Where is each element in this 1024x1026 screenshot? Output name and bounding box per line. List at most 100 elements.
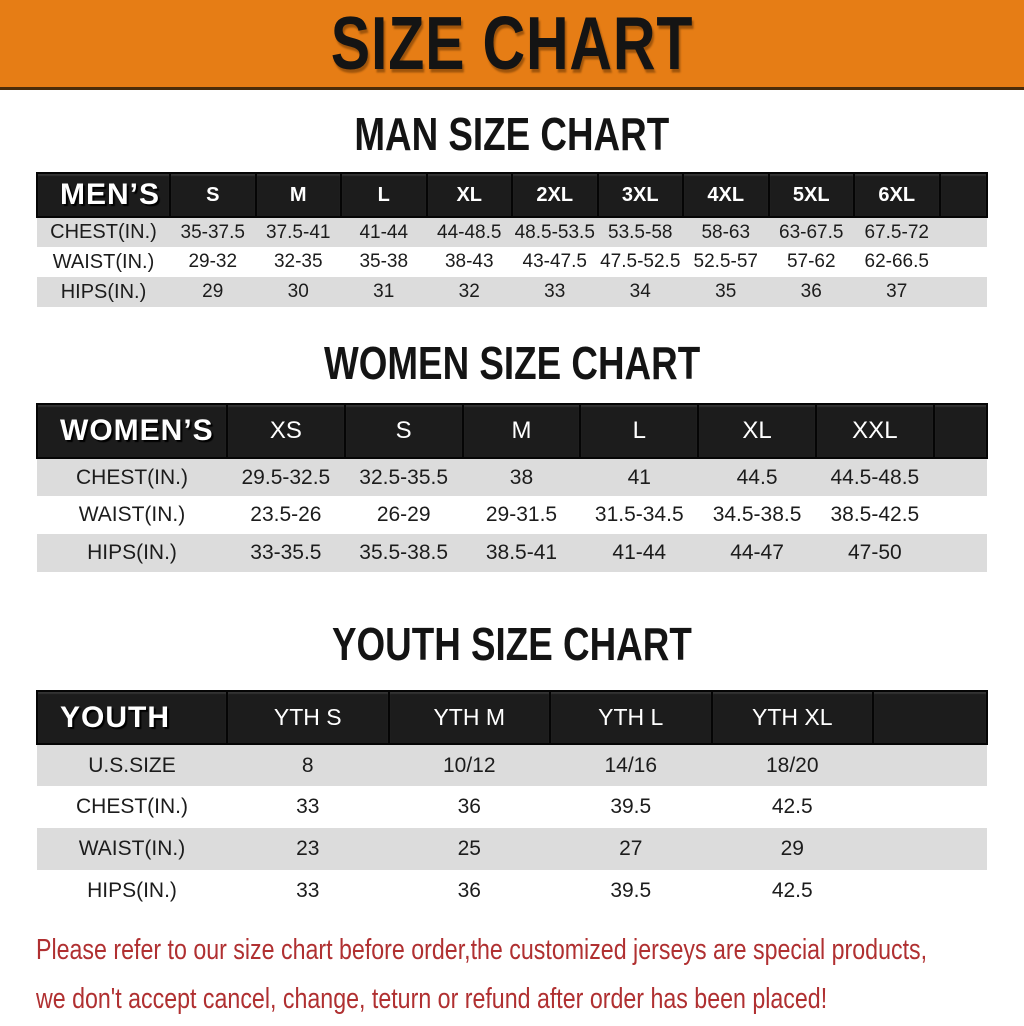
size-column-header: S <box>343 403 464 459</box>
measurement-value: 29 <box>202 281 224 302</box>
measurement-row: CHEST(IN.) 29.5-32.5 32.5-35.5 38 41 44.5 44.5… <box>37 458 987 496</box>
measurement-value: 36 <box>457 795 481 818</box>
measurement-label: HIPS(IN.) <box>60 280 147 303</box>
measurement-value: 32.5-35.5 <box>359 465 449 489</box>
notice-line: Please refer to our size chart before or… <box>36 928 988 977</box>
measurement-value: 37 <box>886 281 908 302</box>
measurement-value: 25 <box>457 837 481 860</box>
measurement-label: WAIST(IN.) <box>78 837 186 860</box>
measurement-value: 42.5 <box>771 879 813 902</box>
row-spacer <box>873 786 987 828</box>
size-column-header: XL <box>697 403 817 459</box>
measurement-value: 67.5-72 <box>864 221 929 243</box>
row-spacer <box>940 217 988 247</box>
size-header-row: MEN’S S M L XL 2XL 3XL 4XL 5XL 6XL <box>36 172 988 218</box>
notice-line-1-text: Please refer to our size chart before or… <box>36 934 928 966</box>
size-group-label: WOMEN’S <box>36 403 228 459</box>
measurement-value: 35.5-38.5 <box>359 541 449 564</box>
measurement-value: 36 <box>800 281 822 302</box>
measurement-row: U.S.SIZE 8 10/12 14/16 18/20 <box>37 744 987 786</box>
measurement-value: 39.5 <box>610 879 652 902</box>
size-column-header: 5XL <box>767 172 855 218</box>
measurement-row: HIPS(IN.) 33 36 39.5 42.5 <box>37 870 987 912</box>
measurement-value: 34 <box>629 281 651 302</box>
measurement-value: 26-29 <box>376 503 431 526</box>
measurement-value: 35 <box>715 281 737 302</box>
size-column-header: XS <box>225 403 346 459</box>
size-column-header: 2XL <box>511 172 599 218</box>
size-column-header: S <box>169 172 257 218</box>
youth-size-section: YOUTH SIZE CHART YOUTH YTH S YTH M YTH L YTH… <box>0 620 1024 912</box>
women-section-title: WOMEN SIZE CHART <box>0 339 1024 387</box>
measurement-value: 41 <box>627 465 651 489</box>
row-spacer <box>873 828 987 870</box>
measurement-value: 63-67.5 <box>779 221 844 243</box>
measurement-value: 33 <box>544 281 566 302</box>
measurement-value: 44-48.5 <box>437 221 502 243</box>
row-spacer <box>940 247 988 277</box>
measurement-value: 62-66.5 <box>864 251 929 272</box>
measurement-value: 32-35 <box>273 251 323 272</box>
size-header-row: YOUTH YTH S YTH M YTH L YTH XL <box>36 690 988 745</box>
youth-section-title: YOUTH SIZE CHART <box>0 620 1024 668</box>
measurement-label: HIPS(IN.) <box>87 879 177 902</box>
size-column-header: XXL <box>814 403 935 459</box>
measurement-value: 35-37.5 <box>180 221 245 243</box>
measurement-value: 38 <box>509 465 534 489</box>
women-section-title-text: WOMEN SIZE CHART <box>323 337 701 389</box>
measurement-value: 23.5-26 <box>250 503 322 526</box>
row-spacer <box>934 496 987 534</box>
measurement-value: 47.5-52.5 <box>600 251 681 272</box>
men-size-table: MEN’S S M L XL 2XL 3XL 4XL 5XL 6XL CHEST(IN.) 35-37… <box>36 172 988 307</box>
measurement-value: 8 <box>301 753 314 777</box>
size-column-header: L <box>579 403 700 459</box>
measurement-value: 38.5-42.5 <box>830 503 920 526</box>
measurement-value: 23 <box>296 837 320 860</box>
measurement-value: 44.5-48.5 <box>830 465 920 489</box>
measurement-value: 38-43 <box>444 251 494 272</box>
measurement-row: WAIST(IN.) 23 25 27 29 <box>37 828 987 870</box>
size-group-label: MEN’S <box>36 172 171 218</box>
row-spacer <box>873 870 987 912</box>
header-spacer <box>938 172 988 218</box>
size-column-header: YTH S <box>226 690 390 745</box>
men-size-section: MAN SIZE CHART MEN’S S M L XL 2XL 3XL 4XL 5XL 6XL… <box>0 110 1024 307</box>
measurement-value: 57-62 <box>786 251 836 272</box>
measurement-value: 44.5 <box>736 465 778 489</box>
measurement-row: HIPS(IN.) 33-35.5 35.5-38.5 38.5-41 41-44 44-… <box>37 534 987 572</box>
measurement-value: 39.5 <box>610 795 652 818</box>
measurement-value: 53.5-58 <box>608 221 673 243</box>
measurement-value: 29 <box>780 837 804 860</box>
women-size-table: WOMEN’S XS S M L XL XXL CHEST(IN.) 29.5-32.5 32.5… <box>36 403 989 572</box>
measurement-value: 44-47 <box>730 541 784 564</box>
measurement-value: 48.5-53.5 <box>514 221 595 243</box>
measurement-row: CHEST(IN.) 35-37.5 37.5-41 41-44 44-48.5 48.5… <box>37 217 987 247</box>
measurement-label: CHEST(IN.) <box>50 221 157 243</box>
row-spacer <box>873 744 987 786</box>
measurement-value: 43-47.5 <box>522 251 587 272</box>
measurement-value: 34.5-38.5 <box>712 503 802 526</box>
measurement-value: 31.5-34.5 <box>594 503 684 526</box>
measurement-row: CHEST(IN.) 33 36 39.5 42.5 <box>37 786 987 828</box>
measurement-value: 41-44 <box>612 541 667 564</box>
measurement-value: 32 <box>458 281 480 302</box>
measurement-label: WAIST(IN.) <box>52 250 155 273</box>
measurement-label: U.S.SIZE <box>88 753 176 777</box>
size-column-header: YTH L <box>549 690 713 745</box>
measurement-value: 52.5-57 <box>693 251 758 272</box>
size-column-header: YTH XL <box>710 690 874 745</box>
row-spacer <box>934 458 987 496</box>
notice-line-2-text: we don't accept cancel, change, teturn o… <box>36 983 828 1015</box>
men-section-title-text: MAN SIZE CHART <box>354 108 670 160</box>
footer-notice: Please refer to our size chart before or… <box>36 928 988 1026</box>
men-section-title: MAN SIZE CHART <box>0 110 1024 158</box>
size-header-row: WOMEN’S XS S M L XL XXL <box>36 403 989 459</box>
size-column-header: XL <box>425 172 513 218</box>
measurement-value: 35-38 <box>359 251 409 272</box>
measurement-label: CHEST(IN.) <box>75 465 188 489</box>
header-spacer <box>872 690 988 745</box>
measurement-label: WAIST(IN.) <box>78 503 186 526</box>
measurement-row: HIPS(IN.) 29 30 31 32 33 34 35 36 37 <box>37 277 987 307</box>
measurement-value: 27 <box>619 837 643 860</box>
